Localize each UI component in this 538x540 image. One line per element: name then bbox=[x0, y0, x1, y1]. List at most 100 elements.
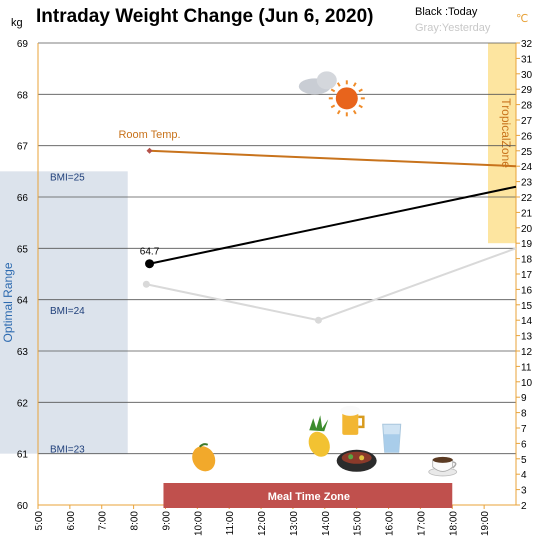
cloud-sun-icon bbox=[298, 71, 365, 117]
series-line-today bbox=[149, 185, 517, 265]
y-right-tick-label: 31 bbox=[521, 54, 533, 65]
y-right-tick-label: 19 bbox=[521, 239, 533, 250]
sun-ray bbox=[358, 104, 363, 109]
y-right-tick-label: 3 bbox=[521, 486, 527, 497]
coffee-surface bbox=[432, 456, 453, 463]
y-right-tick-label: 32 bbox=[521, 39, 533, 50]
cup-handle bbox=[452, 461, 457, 469]
y-right-tick-label: 14 bbox=[521, 316, 533, 327]
pot-food bbox=[341, 451, 372, 464]
y-right-tick-label: 26 bbox=[521, 131, 533, 142]
tropical-zone-band bbox=[488, 43, 516, 244]
bmi-label: BMI=25 bbox=[50, 172, 85, 183]
beer-glass bbox=[342, 410, 359, 435]
y-right-tick-label: 7 bbox=[521, 424, 527, 435]
x-tick-label: 16:00 bbox=[385, 511, 396, 536]
y-right-tick-label: 22 bbox=[521, 193, 533, 204]
data-point bbox=[142, 280, 150, 288]
x-tick-label: 18:00 bbox=[448, 511, 459, 536]
pineapple-icon bbox=[308, 415, 330, 457]
y-left-tick-label: 64 bbox=[17, 296, 29, 307]
y-right-tick-label: 4 bbox=[521, 470, 527, 481]
meal-time-zone-label: Meal Time Zone bbox=[268, 491, 350, 503]
y-left-tick-label: 60 bbox=[17, 501, 29, 512]
data-label: 64.7 bbox=[140, 247, 160, 258]
cup-body bbox=[432, 459, 454, 472]
bmi-label: BMI=23 bbox=[50, 445, 85, 456]
sun-ray bbox=[352, 109, 357, 115]
series-line-yesterday bbox=[146, 247, 517, 322]
x-tick-label: 19:00 bbox=[480, 511, 491, 536]
y-left-tick-label: 69 bbox=[17, 39, 29, 50]
y-right-tick-label: 25 bbox=[521, 147, 533, 158]
optimal-range-label: Optimal Range bbox=[1, 262, 15, 342]
y-right-tick-label: 12 bbox=[521, 347, 533, 358]
y-left-tick-label: 66 bbox=[17, 193, 29, 204]
y-right-tick-label: 10 bbox=[521, 378, 533, 389]
legend-yesterday: Gray:Yesterday bbox=[415, 22, 491, 34]
sun-shape bbox=[335, 87, 358, 110]
sun-ray bbox=[330, 104, 336, 109]
y-right-tick-label: 27 bbox=[521, 116, 533, 127]
x-tick-label: 17:00 bbox=[416, 511, 427, 536]
sun-ray bbox=[336, 109, 341, 115]
mango-shape bbox=[192, 446, 216, 472]
y-right-tick-label: 29 bbox=[521, 85, 533, 96]
bmi-label: BMI=24 bbox=[50, 306, 85, 317]
series-line-room-temp- bbox=[149, 149, 517, 168]
y-left-unit: kg bbox=[11, 17, 23, 29]
y-right-tick-label: 5 bbox=[521, 455, 527, 466]
y-right-tick-label: 13 bbox=[521, 332, 533, 343]
y-right-tick-label: 23 bbox=[521, 178, 533, 189]
x-tick-label: 8:00 bbox=[130, 511, 141, 531]
data-point bbox=[145, 259, 155, 269]
room-temp-point bbox=[146, 147, 153, 154]
x-tick-label: 9:00 bbox=[161, 511, 172, 531]
y-left-tick-label: 63 bbox=[17, 347, 29, 358]
grill-pot-icon bbox=[336, 449, 377, 472]
x-tick-label: 14:00 bbox=[321, 511, 332, 536]
x-tick-label: 15:00 bbox=[353, 511, 364, 536]
y-right-tick-label: 21 bbox=[521, 208, 533, 219]
water-glass-icon bbox=[382, 423, 402, 453]
y-right-tick-label: 17 bbox=[521, 270, 533, 281]
optimal-range-band bbox=[0, 171, 128, 454]
x-tick-label: 13:00 bbox=[289, 511, 300, 536]
mango-icon bbox=[192, 443, 216, 472]
y-right-tick-label: 2 bbox=[521, 501, 527, 512]
x-tick-label: 6:00 bbox=[66, 511, 77, 531]
y-right-tick-label: 8 bbox=[521, 409, 527, 420]
x-tick-label: 7:00 bbox=[98, 511, 109, 531]
cloud-shape bbox=[316, 71, 337, 90]
pineapple-body bbox=[308, 431, 330, 457]
y-right-unit: ℃ bbox=[516, 13, 528, 25]
glass-water bbox=[383, 434, 400, 453]
tropical-zone-label: TropicalZone bbox=[499, 98, 513, 168]
x-tick-label: 12:00 bbox=[257, 511, 268, 536]
y-right-tick-label: 24 bbox=[521, 162, 533, 173]
y-left-tick-label: 67 bbox=[17, 142, 29, 153]
y-left-tick-label: 65 bbox=[17, 244, 29, 255]
chart-title: Intraday Weight Change (Jun 6, 2020) bbox=[36, 6, 374, 27]
room-temp-label: Room Temp. bbox=[118, 129, 180, 141]
y-left-tick-label: 61 bbox=[17, 450, 29, 461]
y-right-tick-label: 9 bbox=[521, 393, 527, 404]
legend-today: Black :Today bbox=[415, 6, 478, 18]
pot-veg bbox=[359, 455, 365, 461]
sun-ray bbox=[358, 88, 363, 93]
beer-foam bbox=[340, 405, 361, 416]
y-right-tick-label: 11 bbox=[521, 362, 532, 373]
sun-ray bbox=[352, 82, 357, 87]
x-tick-label: 10:00 bbox=[193, 511, 204, 536]
sun-ray bbox=[330, 88, 336, 93]
y-right-tick-label: 18 bbox=[521, 255, 533, 266]
data-point bbox=[314, 316, 322, 324]
beer-icon bbox=[340, 405, 365, 435]
y-right-tick-label: 28 bbox=[521, 101, 533, 112]
y-right-tick-label: 15 bbox=[521, 301, 533, 312]
x-tick-label: 11:00 bbox=[225, 511, 236, 536]
y-left-tick-label: 68 bbox=[17, 90, 29, 101]
y-right-tick-label: 20 bbox=[521, 224, 533, 235]
coffee-cup-icon bbox=[428, 456, 458, 477]
